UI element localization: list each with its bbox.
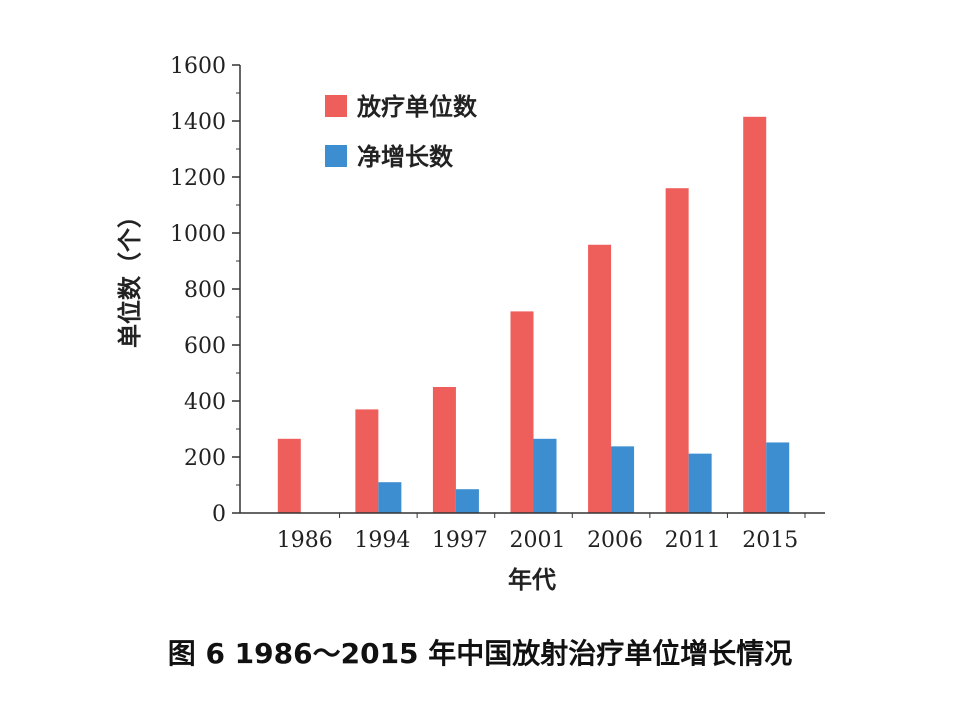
y-tick-label: 1000 xyxy=(170,222,226,247)
x-tick-label: 1986 xyxy=(277,528,333,553)
y-tick-label: 0 xyxy=(212,502,226,527)
legend-label: 净增长数 xyxy=(357,143,454,171)
y-axis-ticks: 0 200 400 600 800 1000 1200 1400 1600 xyxy=(170,54,240,527)
bar-net-growth-1994 xyxy=(378,482,402,513)
bar-net-growth-2015 xyxy=(766,442,790,513)
legend-label: 放疗单位数 xyxy=(356,93,478,121)
y-tick-label: 200 xyxy=(184,446,226,471)
legend-swatch xyxy=(325,145,347,167)
y-tick-label: 400 xyxy=(184,390,226,415)
x-tick-label: 1997 xyxy=(432,528,488,553)
x-axis-title: 年代 xyxy=(508,566,556,594)
y-tick-label: 600 xyxy=(184,334,226,359)
bar-units-2015 xyxy=(743,116,767,514)
x-tick-label: 1994 xyxy=(354,528,410,553)
y-tick-label: 1600 xyxy=(170,54,226,79)
x-tick-label: 2015 xyxy=(742,528,798,553)
bar-units-1997 xyxy=(432,387,456,513)
y-axis-title: 单位数（个） xyxy=(116,204,144,348)
x-tick-label: 2001 xyxy=(510,528,566,553)
bar-units-2001 xyxy=(510,311,534,513)
x-tick-label: 2011 xyxy=(665,528,721,553)
bar-units-2006 xyxy=(588,244,612,513)
bar-net-growth-2001 xyxy=(533,438,557,513)
bar-net-growth-1997 xyxy=(455,489,479,513)
bar-net-growth-2011 xyxy=(688,453,712,513)
y-tick-label: 1200 xyxy=(170,166,226,191)
bar-net-growth-2006 xyxy=(611,446,635,513)
bars xyxy=(277,116,790,514)
x-axis-ticks: 1986 1994 1997 2001 2006 2011 2015 xyxy=(277,513,806,553)
legend-swatch xyxy=(325,95,347,117)
y-tick-label: 800 xyxy=(184,278,226,303)
bar-units-1986 xyxy=(277,438,301,513)
y-tick-label: 1400 xyxy=(170,110,226,135)
figure-caption: 图 6 1986～2015 年中国放射治疗单位增长情况 xyxy=(167,637,793,670)
x-tick-label: 2006 xyxy=(587,528,643,553)
bar-units-1994 xyxy=(355,409,379,513)
bar-units-2011 xyxy=(665,188,689,513)
